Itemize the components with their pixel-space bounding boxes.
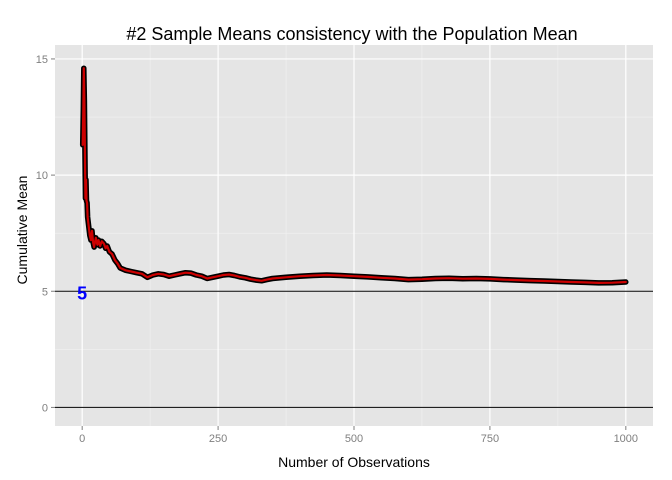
x-tick-label: 500 (345, 433, 363, 445)
series-line (81, 67, 627, 284)
y-tick-label: 5 (42, 286, 48, 298)
annotations: 5 (77, 283, 87, 303)
x-axis: 0 250 500 750 1000 (79, 426, 638, 445)
y-axis: 0 5 10 15 (36, 54, 55, 414)
x-tick-label: 1000 (614, 433, 638, 445)
x-tick-label: 0 (79, 433, 85, 445)
x-tick-label: 750 (481, 433, 499, 445)
chart-title: #2 Sample Means consistency with the Pop… (126, 24, 577, 44)
y-tick-label: 15 (36, 54, 48, 66)
x-axis-title: Number of Observations (278, 454, 430, 470)
series-layer (79, 65, 629, 286)
y-tick-label: 0 (42, 402, 48, 414)
y-tick-label: 10 (36, 170, 48, 182)
annotation-label: 5 (77, 283, 87, 303)
x-tick-label: 250 (209, 433, 227, 445)
reference-lines (55, 290, 653, 408)
y-axis-title: Cumulative Mean (14, 176, 30, 285)
